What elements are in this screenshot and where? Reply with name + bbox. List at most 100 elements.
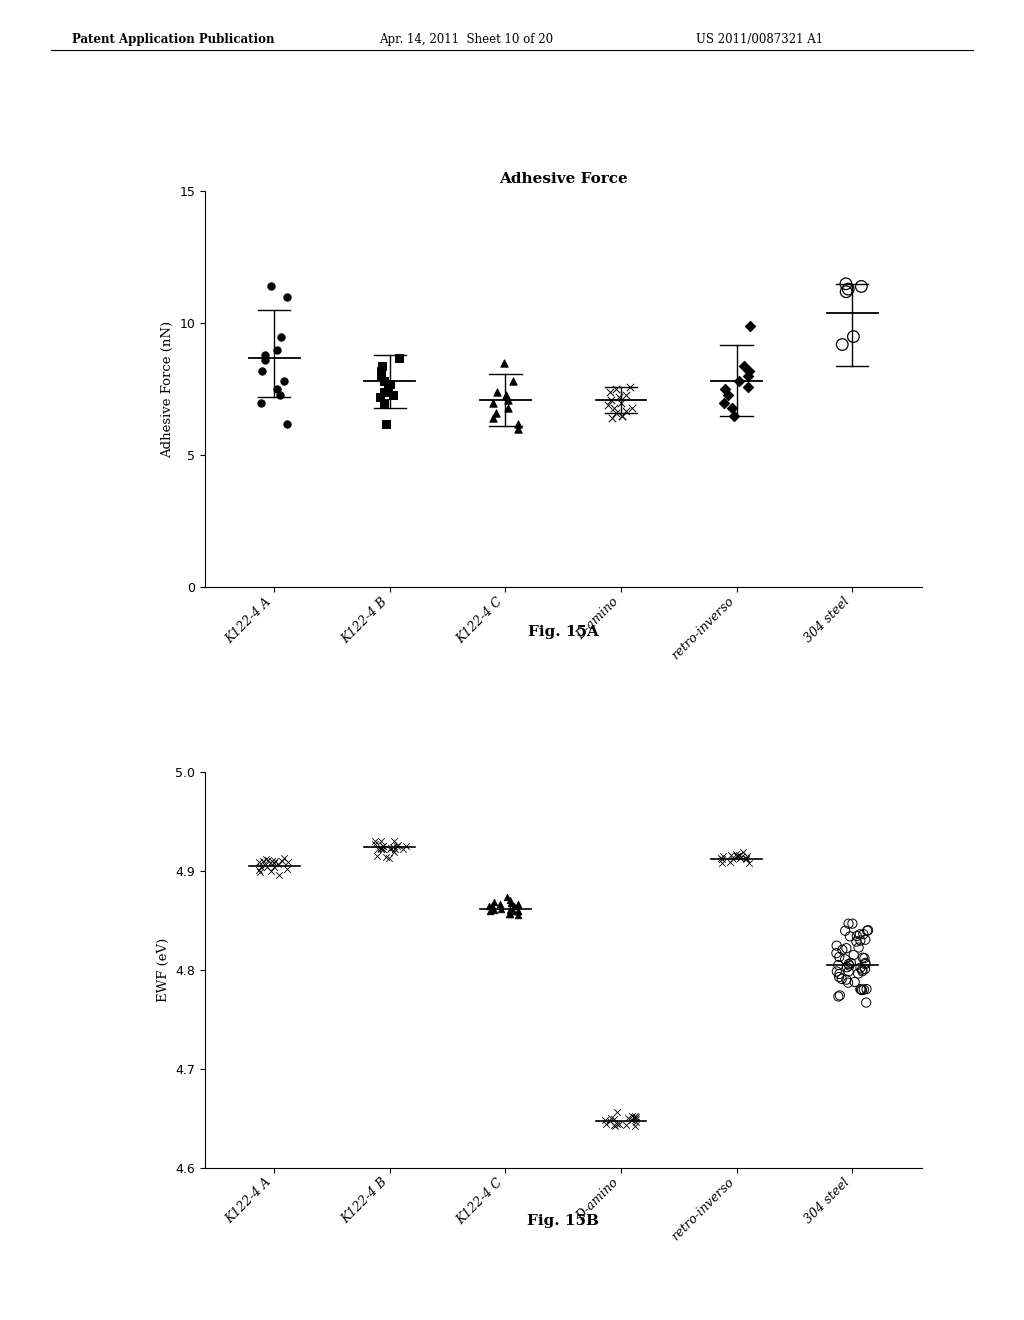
- Point: [852, 957, 868, 978]
- Point: [253, 392, 269, 413]
- Point: [597, 1110, 613, 1131]
- Point: [848, 931, 864, 952]
- Point: [386, 842, 402, 863]
- Point: [828, 961, 845, 982]
- Point: [492, 894, 508, 915]
- Point: [714, 849, 730, 870]
- Y-axis label: Adhesive Force (nN): Adhesive Force (nN): [161, 321, 174, 458]
- Point: [395, 838, 412, 859]
- Point: [840, 972, 856, 993]
- Point: [730, 845, 746, 866]
- Point: [386, 830, 402, 851]
- Point: [620, 1107, 636, 1129]
- Point: [740, 360, 757, 381]
- Point: [510, 904, 526, 925]
- Point: [374, 355, 390, 376]
- Point: [378, 413, 394, 434]
- Point: [739, 366, 756, 387]
- Point: [266, 857, 283, 878]
- Point: [276, 371, 293, 392]
- Point: [597, 1113, 613, 1134]
- Point: [855, 948, 871, 969]
- Point: [628, 1109, 644, 1130]
- Point: [831, 985, 848, 1006]
- Point: [390, 834, 407, 855]
- Point: [266, 850, 283, 871]
- Point: [268, 379, 285, 400]
- Point: [259, 857, 275, 878]
- Point: [376, 392, 392, 413]
- Point: [857, 958, 873, 979]
- Point: [850, 964, 866, 985]
- Point: [373, 360, 389, 381]
- Point: [262, 276, 279, 297]
- Point: [839, 957, 855, 978]
- Point: [502, 890, 518, 911]
- Point: [852, 978, 868, 999]
- Point: [622, 376, 638, 397]
- Point: [485, 408, 502, 429]
- Point: [852, 924, 868, 945]
- Point: [838, 281, 854, 302]
- Point: [602, 381, 618, 403]
- Point: [728, 846, 744, 867]
- Point: [251, 851, 267, 873]
- Point: [736, 355, 753, 376]
- Point: [499, 887, 515, 908]
- Point: [831, 946, 848, 968]
- Point: [391, 347, 408, 368]
- Point: [600, 395, 616, 416]
- Point: [483, 895, 500, 916]
- Point: [837, 920, 853, 941]
- Point: [274, 851, 291, 873]
- Point: [270, 854, 287, 875]
- Point: [510, 418, 526, 440]
- Point: [255, 850, 271, 871]
- Point: [607, 379, 624, 400]
- Point: [627, 1105, 643, 1126]
- Point: [505, 371, 521, 392]
- Point: [611, 387, 628, 408]
- Point: [837, 949, 853, 970]
- Point: [838, 273, 854, 294]
- Point: [724, 397, 740, 418]
- Point: [723, 845, 739, 866]
- Point: [254, 360, 270, 381]
- Text: Fig. 15A: Fig. 15A: [527, 626, 599, 639]
- Point: [256, 345, 272, 366]
- Point: [606, 1107, 623, 1129]
- Point: [842, 925, 858, 946]
- Point: [257, 854, 273, 875]
- Point: [724, 849, 740, 870]
- Point: [279, 413, 295, 434]
- Point: [740, 376, 757, 397]
- Point: [271, 384, 288, 405]
- Point: [841, 913, 857, 935]
- Point: [252, 862, 268, 883]
- Point: [481, 895, 498, 916]
- Point: [847, 972, 863, 993]
- Point: [376, 381, 392, 403]
- Point: [270, 865, 287, 886]
- Point: [498, 384, 514, 405]
- Point: [602, 1107, 618, 1129]
- Point: [614, 405, 631, 426]
- Point: [510, 895, 526, 916]
- Point: [617, 1114, 634, 1135]
- Point: [841, 953, 857, 974]
- Point: [373, 838, 389, 859]
- Point: [488, 381, 505, 403]
- Point: [505, 900, 521, 921]
- Point: [628, 1111, 644, 1133]
- Point: [375, 836, 391, 857]
- Point: [858, 993, 874, 1014]
- Point: [496, 352, 512, 374]
- Title: Adhesive Force: Adhesive Force: [499, 172, 628, 186]
- Point: [610, 1113, 627, 1134]
- Point: [397, 836, 414, 857]
- Point: [251, 859, 267, 880]
- Point: [830, 954, 847, 975]
- Point: [612, 392, 629, 413]
- Point: [625, 397, 641, 418]
- Point: [849, 925, 865, 946]
